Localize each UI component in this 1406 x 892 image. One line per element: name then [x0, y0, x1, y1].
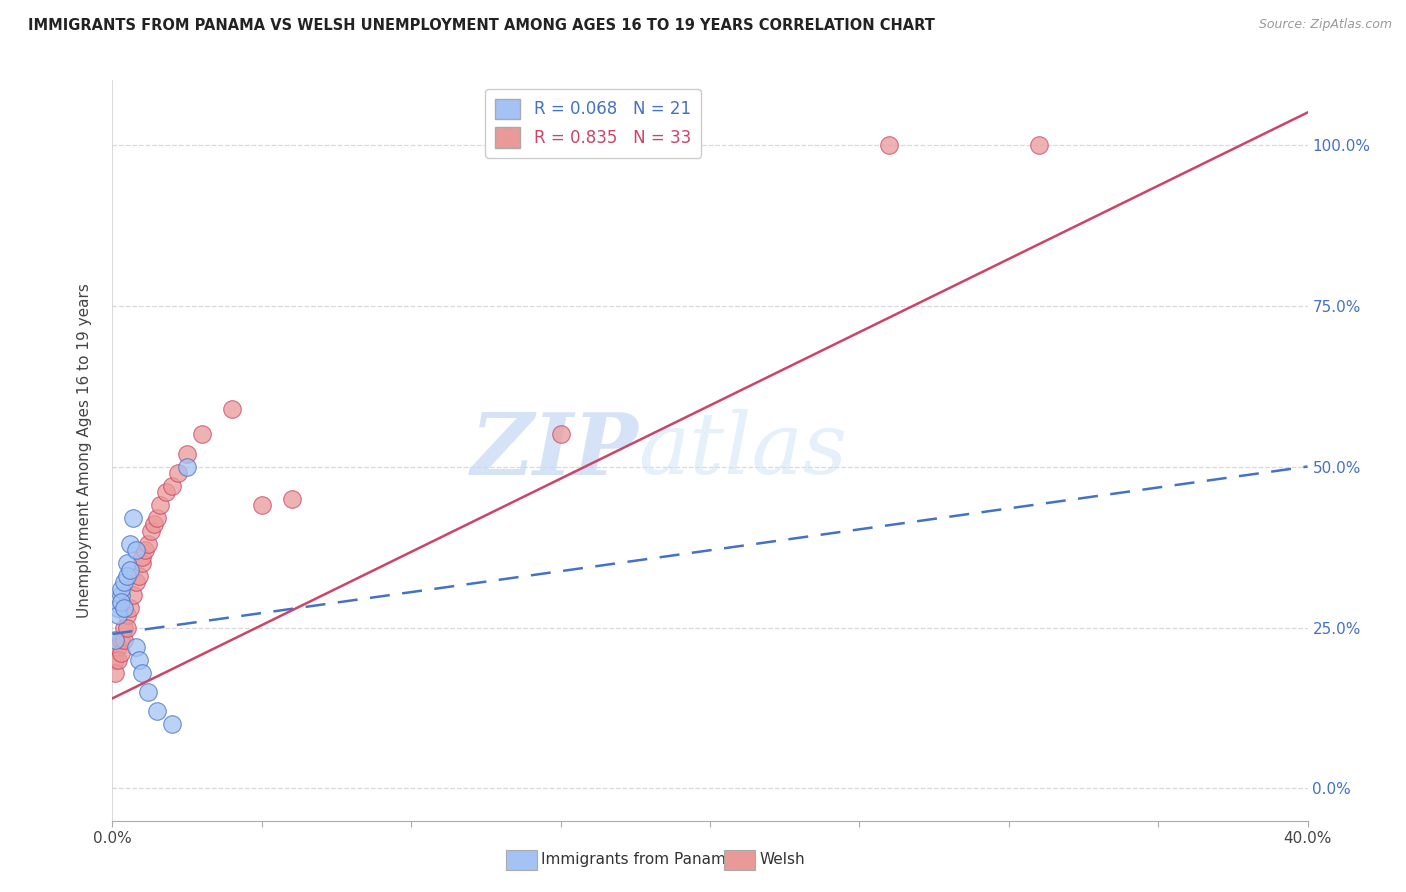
Point [138, 537, 160, 551]
Point [250, 498, 273, 512]
Point [131, 665, 153, 680]
Legend: R = 0.068   N = 21, R = 0.835   N = 33: R = 0.068 N = 21, R = 0.835 N = 33 [485, 88, 702, 158]
Point [167, 466, 190, 480]
Point [110, 588, 132, 602]
Point [114, 633, 135, 648]
Point [131, 556, 153, 570]
Text: Immigrants from Panama: Immigrants from Panama [541, 853, 735, 867]
Point [162, 479, 183, 493]
Point [162, 717, 183, 731]
Point [110, 646, 132, 660]
Text: atlas: atlas [638, 409, 848, 491]
Point [120, 537, 142, 551]
Point [114, 601, 135, 615]
Point [155, 485, 177, 500]
Point [117, 569, 139, 583]
Point [1028, 137, 1050, 152]
Point [107, 640, 129, 654]
Point [176, 447, 198, 461]
Point [125, 543, 148, 558]
Point [114, 620, 135, 634]
Point [176, 459, 198, 474]
Text: Source: ZipAtlas.com: Source: ZipAtlas.com [1258, 18, 1392, 31]
Point [107, 653, 129, 667]
Point [146, 511, 169, 525]
Point [141, 524, 163, 538]
Point [281, 491, 304, 506]
Point [104, 633, 127, 648]
Point [117, 556, 139, 570]
Point [104, 665, 127, 680]
Point [125, 575, 148, 590]
Point [125, 640, 148, 654]
Text: IMMIGRANTS FROM PANAMA VS WELSH UNEMPLOYMENT AMONG AGES 16 TO 19 YEARS CORRELATI: IMMIGRANTS FROM PANAMA VS WELSH UNEMPLOY… [28, 18, 935, 33]
Y-axis label: Unemployment Among Ages 16 to 19 years: Unemployment Among Ages 16 to 19 years [77, 283, 91, 618]
Point [191, 427, 214, 442]
Point [110, 582, 132, 596]
Point [128, 569, 150, 583]
Point [110, 595, 132, 609]
Point [134, 543, 156, 558]
Point [146, 704, 169, 718]
Point [879, 137, 901, 152]
Point [110, 633, 132, 648]
Point [131, 549, 153, 564]
Point [138, 685, 160, 699]
Text: ZIP: ZIP [471, 409, 638, 492]
Point [550, 427, 572, 442]
Point [122, 511, 145, 525]
Point [120, 563, 142, 577]
Point [149, 498, 172, 512]
Point [117, 620, 139, 634]
Point [143, 517, 166, 532]
Text: Welsh: Welsh [759, 853, 804, 867]
Point [107, 607, 129, 622]
Point [107, 601, 129, 615]
Point [120, 601, 142, 615]
Point [104, 653, 127, 667]
Point [221, 401, 243, 416]
Point [128, 653, 150, 667]
Point [114, 575, 135, 590]
Point [122, 588, 145, 602]
Point [117, 607, 139, 622]
